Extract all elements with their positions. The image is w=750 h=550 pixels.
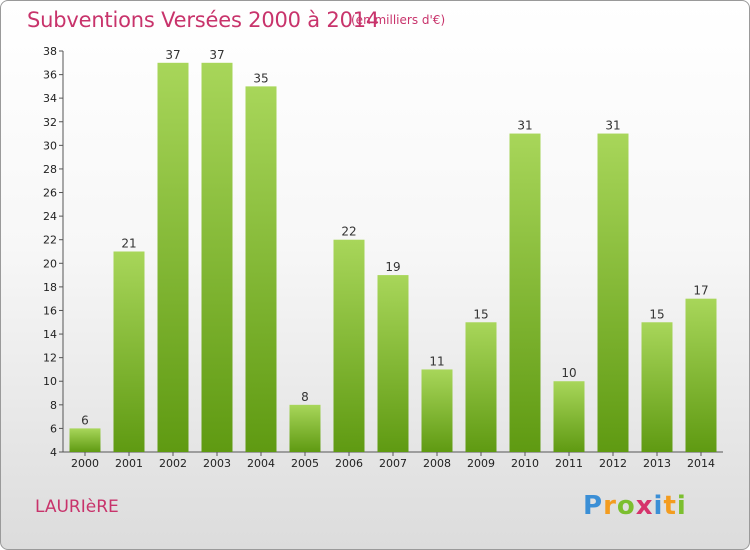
bar — [69, 428, 101, 452]
bar-value-label: 22 — [341, 225, 356, 239]
bar — [333, 239, 365, 452]
x-tick-label: 2005 — [291, 457, 319, 470]
x-tick-label: 2013 — [643, 457, 671, 470]
chart-title: Subventions Versées 2000 à 2014 — [27, 8, 380, 32]
bar — [641, 322, 673, 452]
bar — [465, 322, 497, 452]
bar-value-label: 8 — [301, 390, 309, 404]
x-tick-label: 2010 — [511, 457, 539, 470]
bar — [553, 381, 585, 452]
y-tick-label: 12 — [43, 352, 57, 365]
y-tick-label: 10 — [43, 375, 57, 388]
x-tick-label: 2003 — [203, 457, 231, 470]
x-tick-label: 2011 — [555, 457, 583, 470]
bar-value-label: 15 — [649, 307, 664, 321]
bar — [245, 86, 277, 452]
x-tick-label: 2004 — [247, 457, 275, 470]
x-tick-label: 2006 — [335, 457, 363, 470]
bar — [509, 133, 541, 452]
bar-value-label: 15 — [473, 307, 488, 321]
bar-value-label: 6 — [81, 413, 89, 427]
y-tick-label: 36 — [43, 69, 57, 82]
bar-value-label: 37 — [165, 48, 180, 62]
y-tick-label: 4 — [50, 446, 57, 459]
y-tick-label: 32 — [43, 116, 57, 129]
bar-value-label: 11 — [429, 354, 444, 368]
bar-value-label: 19 — [385, 260, 400, 274]
bar-value-label: 31 — [517, 119, 532, 133]
bar — [377, 275, 409, 452]
bar-value-label: 35 — [253, 71, 268, 85]
x-tick-label: 2009 — [467, 457, 495, 470]
y-tick-label: 22 — [43, 234, 57, 247]
bar-value-label: 21 — [121, 237, 136, 251]
y-tick-label: 14 — [43, 328, 57, 341]
bar — [201, 62, 233, 452]
bar — [289, 404, 321, 452]
bar-value-label: 31 — [605, 119, 620, 133]
proxiti-logo[interactable]: Proxiti — [583, 491, 687, 521]
bar — [685, 298, 717, 452]
y-tick-label: 8 — [50, 399, 57, 412]
bar — [157, 62, 189, 452]
y-tick-label: 20 — [43, 257, 57, 270]
y-tick-label: 6 — [50, 422, 57, 435]
bar-value-label: 37 — [209, 48, 224, 62]
y-tick-label: 30 — [43, 139, 57, 152]
y-tick-label: 18 — [43, 281, 57, 294]
x-tick-label: 2012 — [599, 457, 627, 470]
y-tick-label: 38 — [43, 45, 57, 58]
x-tick-label: 2014 — [687, 457, 715, 470]
y-tick-label: 24 — [43, 210, 57, 223]
chart-unit: (en milliers d'€) — [351, 13, 446, 27]
bar — [421, 369, 453, 452]
y-tick-label: 28 — [43, 163, 57, 176]
y-tick-label: 16 — [43, 304, 57, 317]
y-tick-label: 34 — [43, 92, 57, 105]
y-tick-label: 26 — [43, 187, 57, 200]
x-tick-label: 2002 — [159, 457, 187, 470]
bar-value-label: 17 — [693, 284, 708, 298]
x-tick-label: 2007 — [379, 457, 407, 470]
bar — [597, 133, 629, 452]
x-tick-label: 2008 — [423, 457, 451, 470]
bar-value-label: 10 — [561, 366, 576, 380]
x-tick-label: 2001 — [115, 457, 143, 470]
bar — [113, 251, 145, 452]
x-tick-label: 2000 — [71, 457, 99, 470]
commune-name: LAURIèRE — [35, 497, 119, 517]
